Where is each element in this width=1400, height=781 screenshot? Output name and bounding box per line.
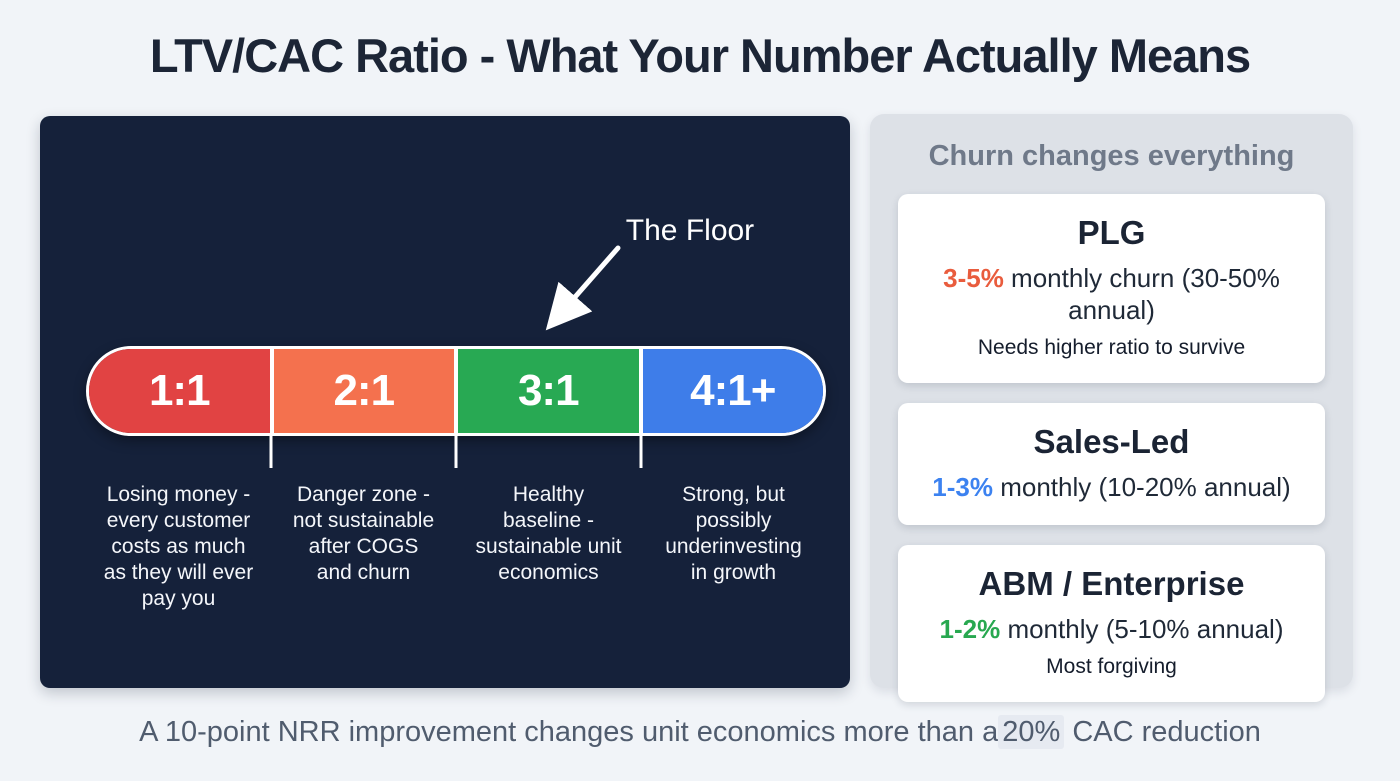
stat-rest: monthly (5-10% annual) bbox=[1000, 614, 1284, 644]
stat-value: 1-3% bbox=[932, 472, 993, 502]
ratio-bar: 1:1 2:1 3:1 4:1+ bbox=[86, 346, 826, 436]
footer-text-post: CAC reduction bbox=[1064, 716, 1261, 748]
description-4-1plus: Strong, but possibly underinvesting in g… bbox=[665, 483, 802, 584]
description-3-1: Healthy baseline - sustainable unit econ… bbox=[475, 483, 622, 584]
stat-value: 1-2% bbox=[939, 614, 1001, 644]
arrow-down-left-icon bbox=[545, 245, 621, 331]
card-abm-stat: 1-2% monthly (5-10% annual) bbox=[908, 613, 1315, 645]
stat-value: 3-5% bbox=[943, 263, 1004, 293]
footer-caption: A 10-point NRR improvement changes unit … bbox=[0, 715, 1400, 749]
card-plg-note: Needs higher ratio to survive bbox=[977, 336, 1246, 359]
churn-panel-heading: Churn changes everything bbox=[928, 140, 1295, 172]
card-sales-led-stat: 1-3% monthly (10-20% annual) bbox=[908, 471, 1315, 503]
footer-highlight: 20% bbox=[998, 715, 1065, 749]
segment-1-1: 1:1 bbox=[89, 349, 270, 433]
churn-panel: Churn changes everything PLG 3-5% monthl… bbox=[870, 114, 1353, 702]
card-sales-led-title: Sales-Led bbox=[1033, 423, 1190, 460]
tick-divider bbox=[269, 436, 273, 468]
card-abm-note: Most forgiving bbox=[1046, 655, 1177, 678]
ratio-scale: 1:1 2:1 3:1 4:1+ Losing money - every cu… bbox=[86, 346, 826, 612]
card-sales-led: Sales-Led 1-3% monthly (10-20% annual) bbox=[898, 403, 1325, 525]
card-abm-title: ABM / Enterprise bbox=[978, 565, 1245, 602]
segment-descriptions: Losing money - every customer costs as m… bbox=[86, 482, 826, 612]
description-1-1: Losing money - every customer costs as m… bbox=[103, 483, 254, 610]
segment-4-1plus: 4:1+ bbox=[638, 349, 823, 433]
card-plg-title: PLG bbox=[1077, 214, 1146, 251]
stat-rest: monthly churn (30-50% annual) bbox=[1003, 263, 1280, 325]
page-title: LTV/CAC Ratio - What Your Number Actuall… bbox=[149, 29, 1251, 82]
stat-rest: monthly (10-20% annual) bbox=[992, 472, 1291, 502]
card-abm-enterprise: ABM / Enterprise 1-2% monthly (5-10% ann… bbox=[898, 545, 1325, 702]
card-plg-stat: 3-5% monthly churn (30-50% annual) bbox=[908, 262, 1315, 326]
tick-divider bbox=[639, 436, 643, 468]
description-2-1: Danger zone - not sustainable after COGS… bbox=[292, 483, 435, 584]
churn-cards: PLG 3-5% monthly churn (30-50% annual) N… bbox=[870, 173, 1353, 702]
card-plg: PLG 3-5% monthly churn (30-50% annual) N… bbox=[898, 194, 1325, 383]
segment-ticks bbox=[86, 436, 826, 468]
segment-3-1: 3:1 bbox=[454, 349, 639, 433]
footer-text-pre: A 10-point NRR improvement changes unit … bbox=[139, 716, 999, 748]
tick-divider bbox=[454, 436, 458, 468]
segment-2-1: 2:1 bbox=[269, 349, 454, 433]
ltv-cac-scale-panel: The Floor 1:1 2:1 3:1 4:1+ Losing money … bbox=[40, 116, 850, 688]
the-floor-annotation: The Floor bbox=[625, 214, 755, 247]
